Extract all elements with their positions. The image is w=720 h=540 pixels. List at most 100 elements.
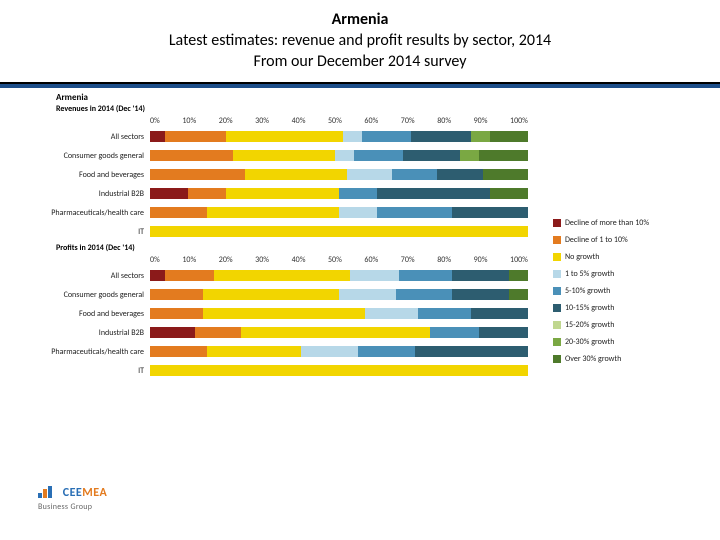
axis-tick: 50% (328, 116, 342, 126)
bar-segment (377, 207, 453, 218)
legend-label: 5-10% growth (565, 286, 610, 296)
legend-label: No growth (565, 252, 599, 262)
bar-segment (365, 308, 418, 319)
row-label: IT (12, 366, 150, 376)
bar-segment (358, 346, 415, 357)
legend-item: 5-10% growth (553, 286, 698, 296)
axis-tick: 0% (150, 116, 160, 126)
bar-row: All sectors (12, 129, 548, 144)
legend-label: 1 to 5% growth (565, 269, 614, 279)
bar-segment (301, 346, 358, 357)
bar-row: Consumer goods general (12, 148, 548, 163)
bar-segment (214, 270, 350, 281)
stacked-bar (150, 226, 528, 237)
axis-tick: 80% (437, 255, 451, 265)
bar-segment (479, 150, 528, 161)
stacked-bar (150, 169, 528, 180)
legend-item: 20-30% growth (553, 337, 698, 347)
legend-swatch (553, 253, 561, 261)
axis-tick: 90% (474, 116, 488, 126)
bar-row: Food and beverages (12, 306, 548, 321)
bar-segment (490, 188, 528, 199)
bar-segment (203, 289, 339, 300)
axis-tick: 70% (401, 116, 415, 126)
legend-item: No growth (553, 252, 698, 262)
bar-segment (343, 131, 362, 142)
axis-tick: 30% (255, 116, 269, 126)
axis-tick: 20% (219, 116, 233, 126)
logo-cee: CEE (63, 486, 83, 500)
stacked-bar (150, 327, 528, 338)
stacked-bar (150, 270, 528, 281)
stacked-bar (150, 188, 528, 199)
bar-segment (471, 308, 528, 319)
legend-label: Decline of 1 to 10% (565, 235, 628, 245)
axis-tick: 40% (292, 116, 306, 126)
row-label: IT (12, 227, 150, 237)
bar-row: Consumer goods general (12, 287, 548, 302)
bar-segment (203, 308, 366, 319)
row-label: Food and beverages (12, 170, 150, 180)
title-line-3: From our December 2014 survey (20, 52, 700, 73)
legend-swatch (553, 338, 561, 346)
bar-segment (150, 131, 165, 142)
bar-segment (150, 346, 207, 357)
bar-segment (471, 131, 490, 142)
axis-tick: 10% (182, 255, 196, 265)
axis-tick: 100% (510, 255, 528, 265)
bar-segment (452, 270, 509, 281)
logo-icon (38, 484, 56, 502)
legend-item: Over 30% growth (553, 354, 698, 364)
logo-mea: MEA (82, 486, 107, 500)
row-label: Industrial B2B (12, 189, 150, 199)
legend: Decline of more than 10%Decline of 1 to … (553, 218, 698, 371)
bar-segment (509, 270, 528, 281)
stacked-bar (150, 365, 528, 376)
bar-segment (411, 131, 471, 142)
bar-segment (150, 169, 245, 180)
legend-swatch (553, 287, 561, 295)
bar-segment (354, 150, 403, 161)
bar-row: Industrial B2B (12, 186, 548, 201)
legend-item: 10-15% growth (553, 303, 698, 313)
bar-row: All sectors (12, 268, 548, 283)
bar-segment (483, 169, 528, 180)
section-heading: Revenues in 2014 (Dec '14) (56, 104, 548, 114)
legend-label: Over 30% growth (565, 354, 621, 364)
axis-tick: 80% (437, 116, 451, 126)
bar-segment (460, 150, 479, 161)
legend-swatch (553, 304, 561, 312)
bar-segment (490, 131, 528, 142)
stacked-bar (150, 207, 528, 218)
bar-segment (339, 188, 377, 199)
slide-title-block: Armenia Latest estimates: revenue and pr… (0, 0, 720, 78)
bar-segment (245, 169, 347, 180)
chart-axis: 0%10%20%30%40%50%60%70%80%90%100% (150, 116, 528, 126)
bar-segment (437, 169, 482, 180)
legend-item: Decline of 1 to 10% (553, 235, 698, 245)
axis-tick: 10% (182, 116, 196, 126)
bar-segment (207, 346, 302, 357)
bar-segment (165, 270, 214, 281)
row-label: Food and beverages (12, 309, 150, 319)
bar-segment (150, 150, 233, 161)
bar-segment (392, 169, 437, 180)
row-label: All sectors (12, 271, 150, 281)
row-label: Pharmaceuticals/health care (12, 347, 150, 357)
axis-tick: 100% (510, 116, 528, 126)
section-heading: Profits in 2014 (Dec '14) (56, 243, 548, 253)
bar-segment (452, 289, 509, 300)
legend-swatch (553, 321, 561, 329)
axis-tick: 60% (364, 255, 378, 265)
axis-tick: 50% (328, 255, 342, 265)
bar-segment (339, 207, 377, 218)
bar-segment (241, 327, 430, 338)
bar-segment (233, 150, 335, 161)
bar-segment (430, 327, 479, 338)
footer-logo: CEEMEA Business Group (38, 484, 107, 512)
axis-tick: 30% (255, 255, 269, 265)
logo-sub: Business Group (38, 502, 107, 512)
legend-label: 20-30% growth (565, 337, 614, 347)
chart-axis: 0%10%20%30%40%50%60%70%80%90%100% (150, 255, 528, 265)
row-label: Consumer goods general (12, 290, 150, 300)
